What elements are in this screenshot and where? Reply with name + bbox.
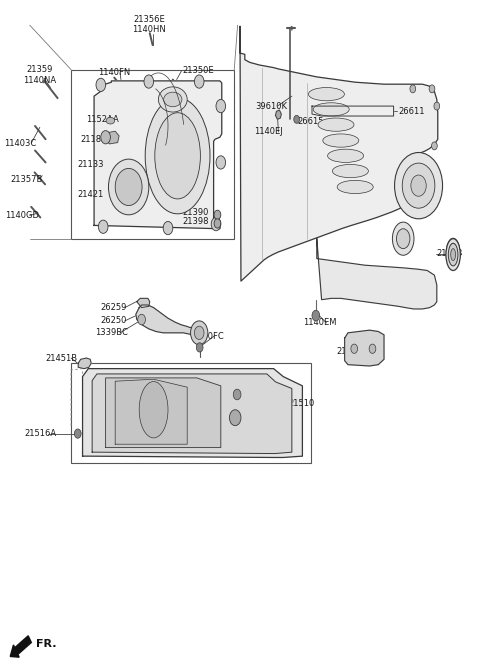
Text: 21516A: 21516A <box>24 429 56 438</box>
Text: 1140FN: 1140FN <box>98 68 131 78</box>
Circle shape <box>229 410 241 426</box>
Text: 1140GD: 1140GD <box>5 211 39 220</box>
Polygon shape <box>94 81 222 229</box>
Text: 21611B: 21611B <box>161 101 193 111</box>
Text: 21443: 21443 <box>437 249 463 259</box>
Text: 21451B: 21451B <box>46 353 78 363</box>
Circle shape <box>434 102 440 110</box>
Circle shape <box>194 326 204 339</box>
Ellipse shape <box>451 249 456 261</box>
Circle shape <box>411 175 426 196</box>
Circle shape <box>432 142 437 150</box>
Ellipse shape <box>448 243 458 266</box>
Circle shape <box>138 314 145 325</box>
Circle shape <box>191 321 208 345</box>
Circle shape <box>101 131 110 144</box>
Polygon shape <box>106 378 221 448</box>
Circle shape <box>402 163 435 208</box>
Circle shape <box>144 75 154 88</box>
Polygon shape <box>115 379 187 444</box>
Circle shape <box>194 75 204 88</box>
Circle shape <box>163 221 173 235</box>
Text: 21133: 21133 <box>78 160 104 169</box>
Circle shape <box>214 219 221 228</box>
Circle shape <box>312 310 320 321</box>
Text: 26259: 26259 <box>101 303 127 312</box>
Polygon shape <box>83 369 302 457</box>
Circle shape <box>96 78 106 91</box>
Ellipse shape <box>449 243 457 263</box>
Ellipse shape <box>106 117 115 124</box>
Circle shape <box>196 343 203 352</box>
Polygon shape <box>136 305 200 337</box>
Ellipse shape <box>145 97 210 213</box>
Text: 21187P: 21187P <box>81 135 112 144</box>
Polygon shape <box>240 27 438 281</box>
Text: 21359
1140NA: 21359 1140NA <box>23 65 56 85</box>
Polygon shape <box>92 374 292 453</box>
Text: 26611: 26611 <box>398 107 425 116</box>
Polygon shape <box>78 358 91 369</box>
Text: 26250: 26250 <box>101 316 127 326</box>
Circle shape <box>115 168 142 206</box>
Ellipse shape <box>318 118 354 131</box>
Ellipse shape <box>327 149 364 162</box>
Text: 1140EJ: 1140EJ <box>254 127 283 137</box>
Ellipse shape <box>323 134 359 147</box>
Circle shape <box>410 85 416 93</box>
Circle shape <box>216 99 226 113</box>
Circle shape <box>108 159 149 215</box>
Text: 1152AA: 1152AA <box>86 115 119 124</box>
Ellipse shape <box>155 113 201 199</box>
Circle shape <box>233 389 241 400</box>
Circle shape <box>74 429 81 438</box>
Text: 21356E
1140HN: 21356E 1140HN <box>132 15 166 34</box>
Ellipse shape <box>446 239 460 271</box>
Ellipse shape <box>392 222 414 255</box>
Polygon shape <box>137 298 150 308</box>
Text: 21357B: 21357B <box>11 174 43 184</box>
Circle shape <box>429 85 435 93</box>
Ellipse shape <box>313 103 349 116</box>
Text: 1140EM: 1140EM <box>303 318 337 328</box>
Text: 39610K: 39610K <box>255 101 288 111</box>
Ellipse shape <box>158 87 187 112</box>
Text: 1140FC: 1140FC <box>192 332 224 341</box>
Text: 26615: 26615 <box>298 117 324 127</box>
Text: 21350E: 21350E <box>182 66 214 76</box>
Ellipse shape <box>309 88 345 101</box>
Ellipse shape <box>333 164 369 178</box>
Polygon shape <box>345 330 384 366</box>
Circle shape <box>214 210 221 219</box>
Ellipse shape <box>337 180 373 194</box>
FancyArrow shape <box>10 636 31 657</box>
Circle shape <box>98 220 108 233</box>
Ellipse shape <box>396 229 410 249</box>
Text: 21414: 21414 <box>336 347 362 356</box>
Circle shape <box>216 156 226 169</box>
Text: 21390: 21390 <box>182 208 209 217</box>
Text: 21398: 21398 <box>182 217 209 226</box>
Ellipse shape <box>446 238 460 269</box>
Text: FR.: FR. <box>36 639 57 650</box>
Polygon shape <box>276 110 281 119</box>
Circle shape <box>351 344 358 353</box>
Text: 11403C: 11403C <box>4 139 36 148</box>
Circle shape <box>369 344 376 353</box>
Ellipse shape <box>139 382 168 438</box>
Bar <box>71 70 234 239</box>
Polygon shape <box>106 131 119 144</box>
Text: 21512: 21512 <box>211 394 238 404</box>
Circle shape <box>395 152 443 219</box>
Polygon shape <box>317 239 437 309</box>
Circle shape <box>211 217 221 231</box>
Text: 1339BC: 1339BC <box>95 328 128 337</box>
Text: 21421: 21421 <box>78 190 104 200</box>
Bar <box>71 363 311 463</box>
Text: 21510: 21510 <box>288 398 314 408</box>
Ellipse shape <box>164 92 182 107</box>
Text: 21513A: 21513A <box>214 379 246 388</box>
Circle shape <box>294 115 300 123</box>
